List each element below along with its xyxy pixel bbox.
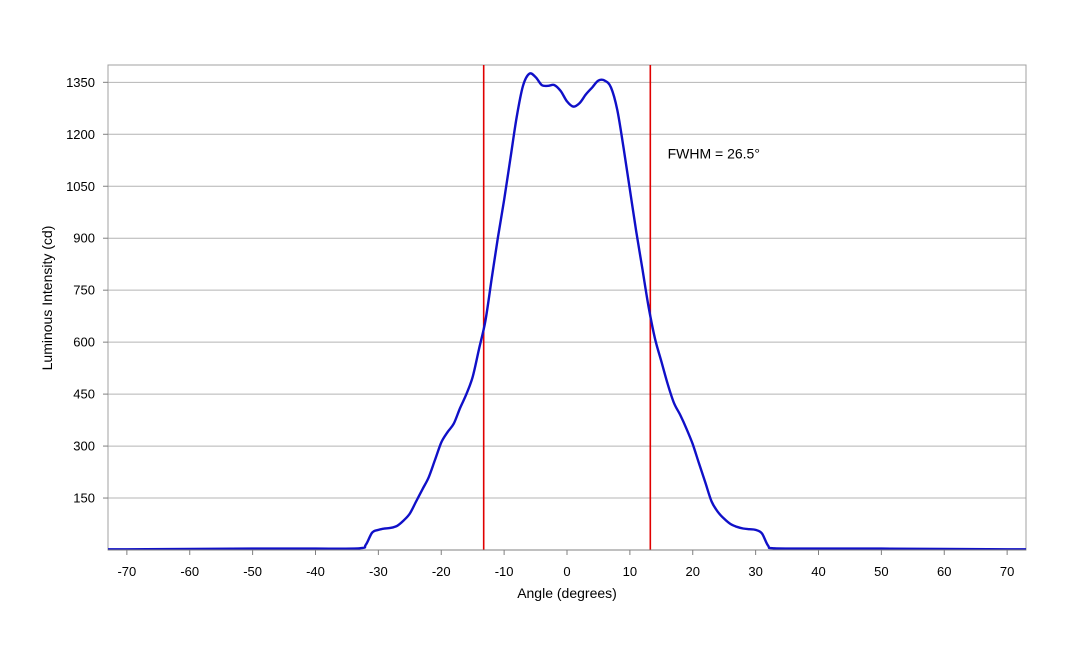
x-tick-label: 20 [686, 564, 700, 579]
x-tick-label: -10 [495, 564, 514, 579]
x-tick-label: -50 [243, 564, 262, 579]
y-axis-ticks: 150 300 450 600 750 900 1050 1200 1350 [66, 75, 108, 506]
annotations: FWHM = 26.5° [668, 146, 760, 162]
x-tick-label: 50 [874, 564, 888, 579]
x-tick-label: 60 [937, 564, 951, 579]
x-tick-label: -60 [180, 564, 199, 579]
y-tick-label: 300 [73, 439, 95, 454]
x-tick-label: 0 [563, 564, 570, 579]
y-tick-label: 1050 [66, 179, 95, 194]
y-tick-label: 150 [73, 491, 95, 506]
fwhm-lines [482, 65, 652, 550]
x-tick-label: -70 [117, 564, 136, 579]
y-tick-label: 750 [73, 283, 95, 298]
x-axis-ticks: -70 -60 -50 -40 -30 -20 -10 0 10 20 30 40 50 60 70 [117, 550, 1014, 579]
y-tick-label: 1350 [66, 75, 95, 90]
x-axis-title: Angle (degrees) [517, 585, 617, 601]
x-tick-label: 70 [1000, 564, 1014, 579]
y-tick-label: 900 [73, 231, 95, 246]
y-tick-label: 450 [73, 387, 95, 402]
x-tick-label: 10 [623, 564, 637, 579]
x-tick-label: -20 [432, 564, 451, 579]
fwhm-annotation: FWHM = 26.5° [668, 146, 760, 162]
series-group [107, 72, 1027, 551]
gridlines [108, 81, 1026, 499]
x-tick-label: -30 [369, 564, 388, 579]
series-line [107, 72, 1027, 551]
y-tick-label: 600 [73, 335, 95, 350]
y-axis-title: Luminous Intensity (cd) [39, 226, 55, 371]
x-tick-label: 30 [748, 564, 762, 579]
x-tick-label: 40 [811, 564, 825, 579]
y-tick-label: 1200 [66, 127, 95, 142]
plot-area-frame [107, 64, 1027, 551]
x-tick-label: -40 [306, 564, 325, 579]
